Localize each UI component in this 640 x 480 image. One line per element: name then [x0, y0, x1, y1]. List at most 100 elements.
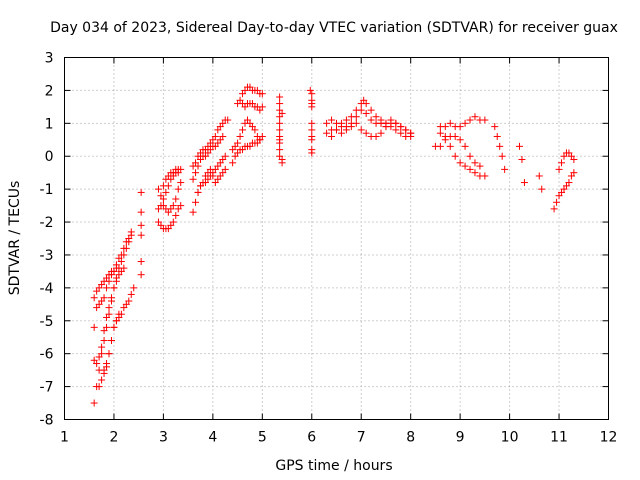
data-point	[276, 146, 284, 154]
data-point	[481, 172, 489, 180]
x-tick-label: 3	[159, 430, 168, 446]
data-point	[308, 149, 316, 157]
data-point	[103, 284, 111, 292]
data-point	[333, 126, 340, 134]
data-point	[276, 139, 284, 147]
data-point	[130, 284, 138, 292]
grid-lines	[64, 57, 609, 420]
data-point	[174, 185, 182, 193]
y-tick-label: 2	[45, 83, 54, 99]
data-point	[209, 172, 217, 180]
data-point	[189, 175, 197, 183]
series-arc-i	[154, 179, 185, 216]
data-point	[159, 182, 167, 190]
data-point	[402, 126, 410, 134]
data-point	[105, 350, 113, 358]
data-point	[498, 152, 506, 160]
y-tick-label: -1	[40, 182, 54, 198]
x-tick-label: 11	[550, 430, 568, 446]
data-point	[98, 376, 106, 384]
y-axis-label: SDTVAR / TECUs	[7, 181, 23, 296]
series-arc-aa	[436, 123, 489, 180]
data-point	[323, 119, 331, 127]
y-tick-label: -5	[40, 314, 54, 330]
series-arc-k	[159, 165, 185, 190]
data-point	[471, 113, 479, 121]
series-arc-u	[306, 86, 316, 157]
data-point	[110, 323, 118, 331]
series-arc-f	[100, 284, 138, 377]
x-tick-label: 8	[406, 430, 415, 446]
data-point	[352, 119, 360, 127]
data-point	[367, 106, 375, 114]
data-point	[229, 159, 237, 167]
data-point	[117, 258, 125, 266]
data-point	[362, 109, 370, 117]
x-tick-label: 2	[109, 430, 118, 446]
series-arc-ae	[535, 172, 546, 193]
y-tick-label: -4	[40, 281, 54, 297]
data-point	[206, 165, 214, 173]
data-point	[162, 188, 170, 196]
data-point	[565, 179, 573, 187]
data-point	[308, 136, 316, 144]
data-point	[306, 86, 314, 94]
data-point	[461, 142, 469, 150]
data-point	[461, 119, 469, 127]
data-point	[535, 172, 543, 180]
series-arc-y	[377, 116, 415, 137]
data-point	[127, 231, 135, 239]
data-point	[362, 100, 370, 108]
chart-title: Day 034 of 2023, Sidereal Day-to-day VTE…	[50, 20, 618, 36]
data-point	[93, 360, 101, 368]
data-point	[224, 116, 232, 124]
data-point	[100, 294, 108, 302]
data-point	[98, 343, 106, 351]
y-tick-label: -6	[40, 347, 54, 363]
data-point	[570, 156, 578, 164]
data-point	[323, 129, 331, 137]
x-tick-label: 9	[456, 430, 465, 446]
y-tick-label: 0	[45, 149, 54, 165]
series-arc-g	[137, 188, 145, 279]
data-point	[558, 159, 566, 167]
data-point	[221, 165, 229, 173]
data-point	[441, 136, 449, 144]
data-point	[137, 208, 145, 216]
data-point	[105, 304, 113, 312]
data-point	[258, 90, 266, 98]
data-point	[372, 113, 380, 121]
series-arc-d	[90, 264, 120, 302]
x-axis-label: GPS time / hours	[275, 458, 392, 474]
data-point	[357, 126, 365, 134]
data-point	[466, 165, 474, 173]
series-arc-q	[239, 83, 266, 98]
data-point	[169, 218, 177, 226]
data-point	[211, 132, 219, 140]
data-point	[446, 119, 454, 127]
data-point	[125, 297, 133, 305]
x-tick-label: 12	[600, 430, 618, 446]
data-point	[194, 162, 202, 170]
data-point	[90, 399, 98, 407]
data-point	[308, 103, 316, 111]
y-tick-label: 3	[45, 51, 54, 67]
data-point	[342, 116, 350, 124]
data-point	[308, 119, 316, 127]
x-tick-label: 1	[60, 430, 69, 446]
data-point	[276, 126, 284, 134]
data-point	[107, 337, 115, 345]
data-point	[199, 179, 207, 187]
data-point	[397, 123, 405, 131]
data-point	[90, 323, 98, 331]
data-point	[436, 123, 444, 131]
y-tick-label: 1	[45, 116, 54, 132]
series-arc-z	[431, 113, 489, 150]
data-point	[501, 165, 509, 173]
y-tick-label: -3	[40, 248, 54, 264]
data-point	[466, 116, 474, 124]
data-point	[352, 106, 360, 114]
data-point	[107, 294, 115, 302]
data-point	[538, 185, 546, 193]
data-point	[125, 238, 133, 246]
